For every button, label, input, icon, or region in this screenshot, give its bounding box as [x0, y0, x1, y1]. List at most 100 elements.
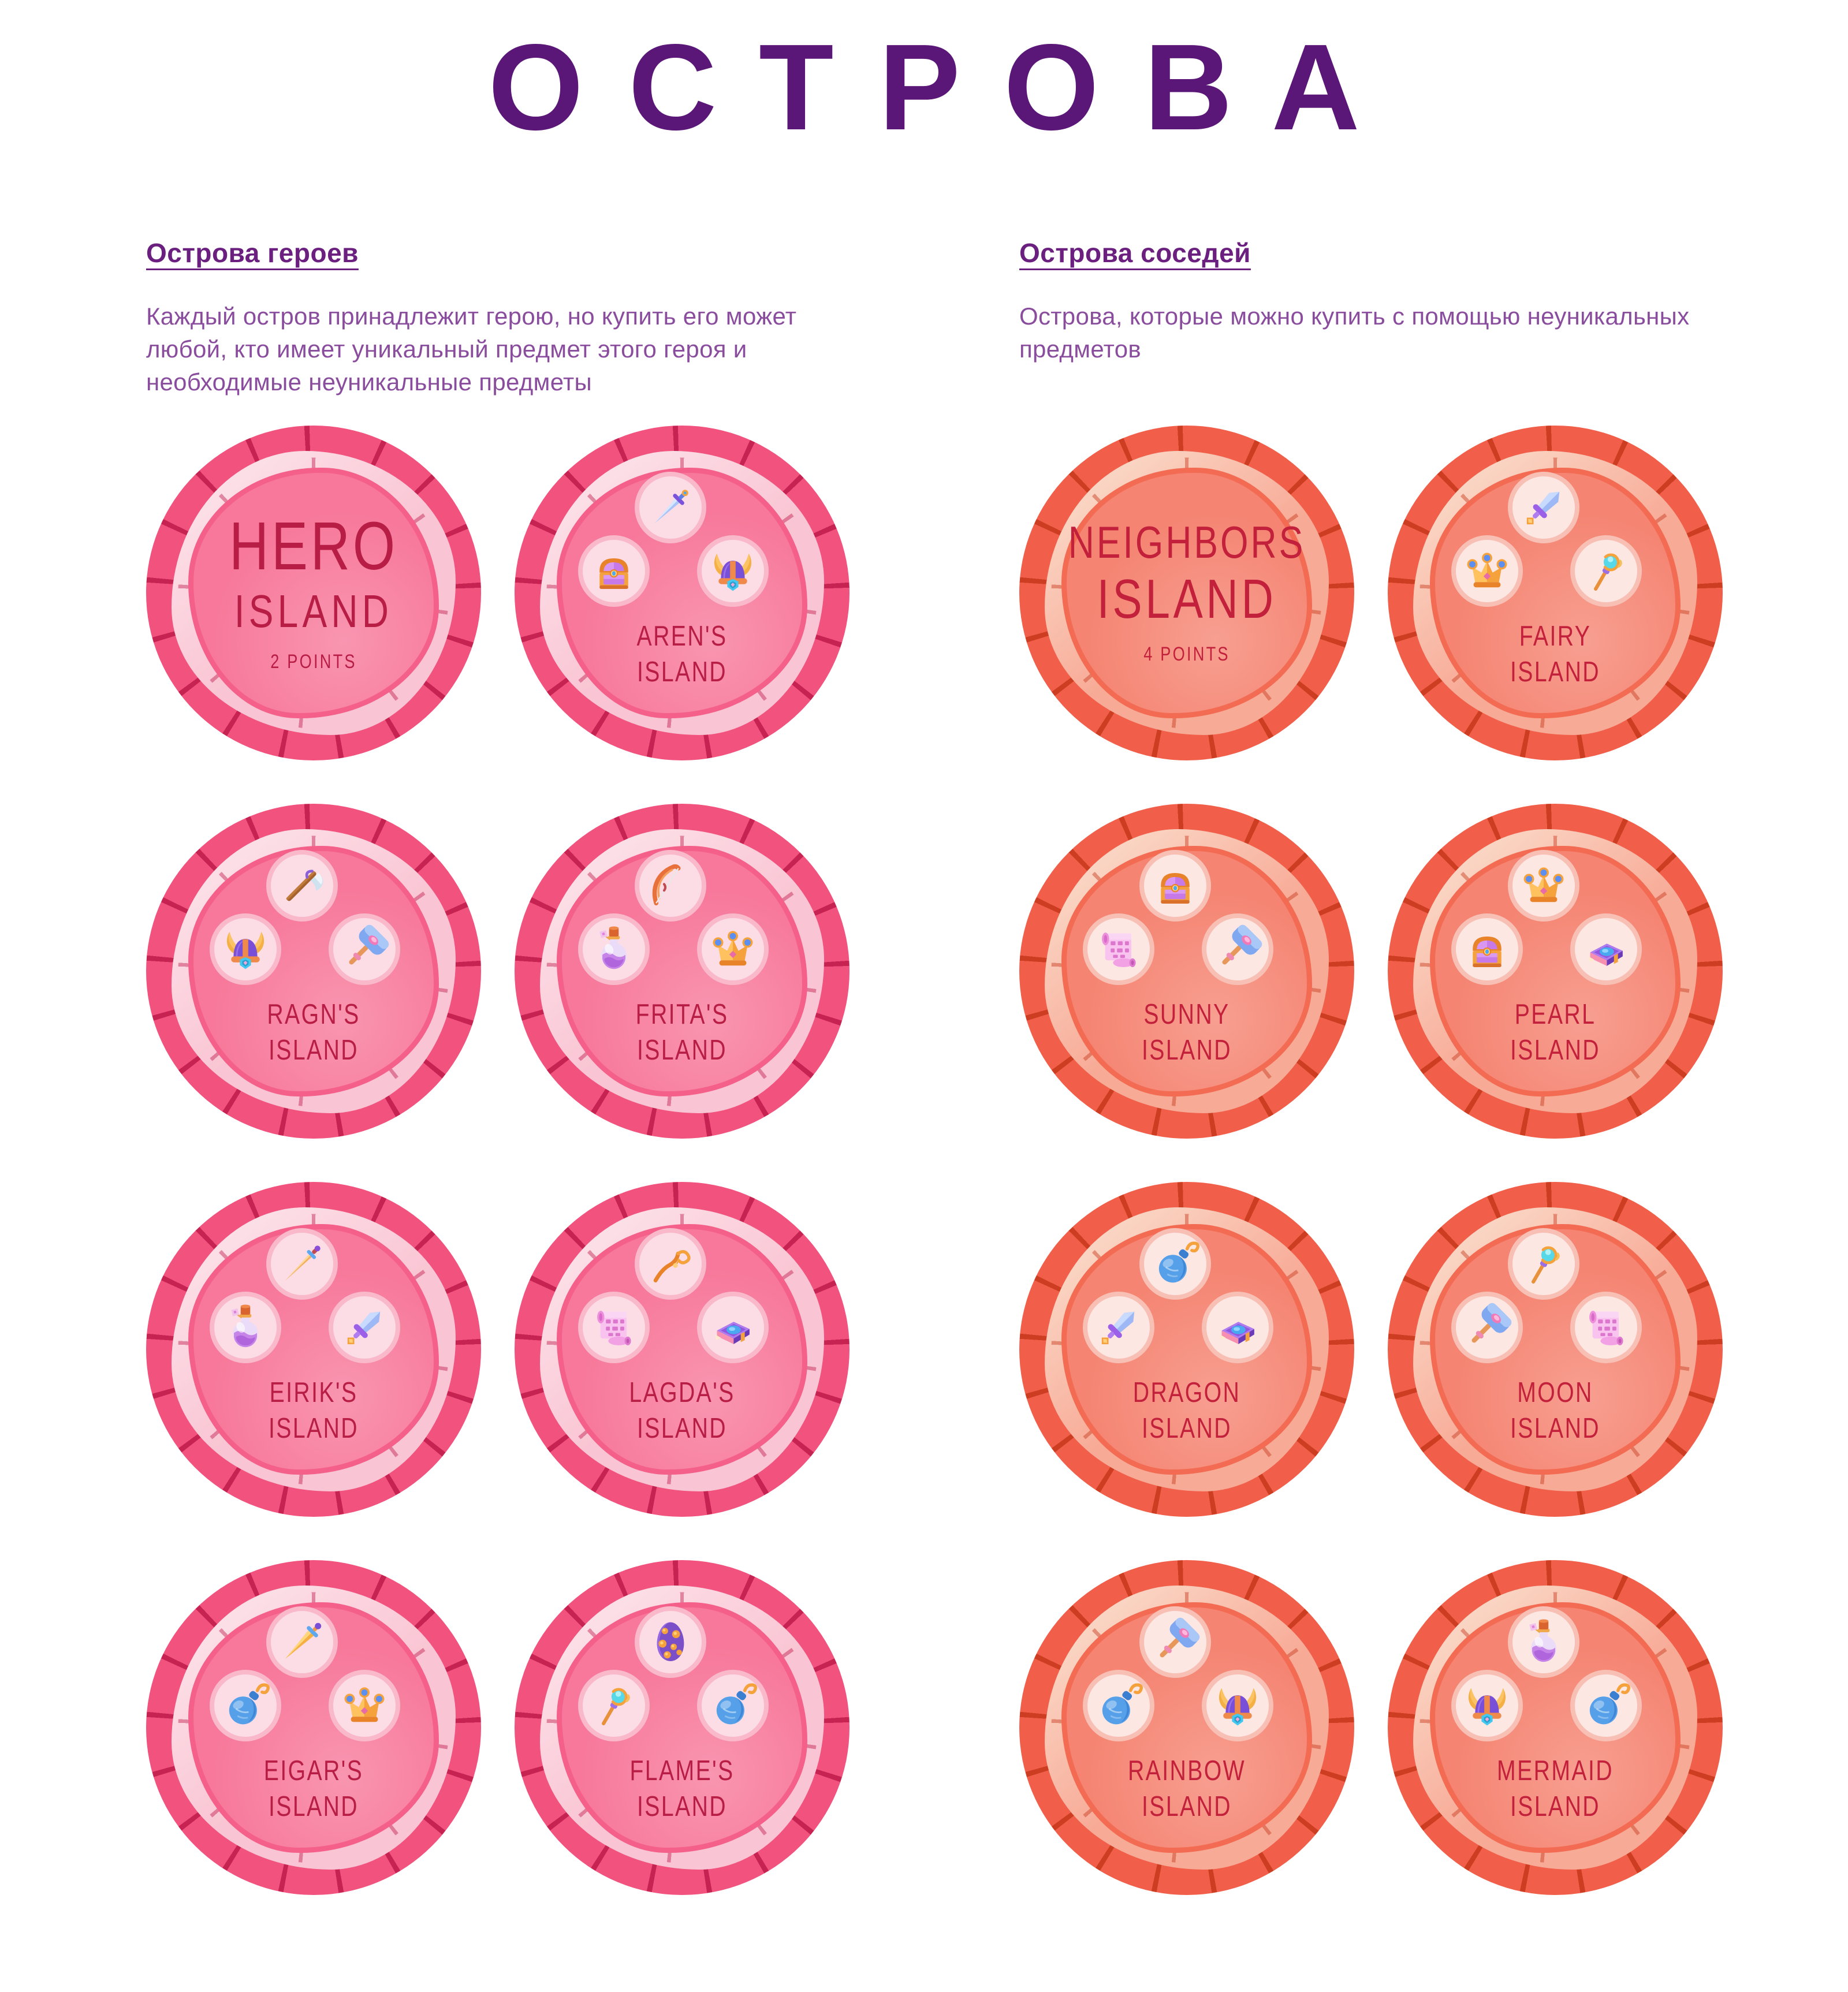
- potion-icon: [1518, 1617, 1569, 1668]
- neighbor-islands-grid: NEIGHBORS ISLAND 4 POINTS FAIRY ISLAND S…: [1019, 425, 1723, 1895]
- item-slot-top: [635, 1606, 706, 1678]
- item-slot-top: [266, 849, 338, 922]
- item-slot-right: [1202, 913, 1273, 985]
- item-slot-right: [1570, 535, 1642, 607]
- sword-icon: [645, 482, 696, 533]
- item-slot-right: [329, 1669, 400, 1741]
- shortsword-icon: [1093, 1302, 1144, 1353]
- item-slot-right: [329, 913, 400, 985]
- island-fairy: FAIRY ISLAND: [1388, 425, 1723, 760]
- island-eirik: EIRIK'S ISLAND: [146, 1181, 481, 1517]
- island-mermaid: MERMAID ISLAND: [1388, 1560, 1723, 1895]
- item-slot-left: [578, 1669, 650, 1741]
- section-hero-islands: Острова героев Каждый остров принадлежит…: [146, 237, 850, 1895]
- island-name: PEARL ISLAND: [1510, 998, 1600, 1066]
- island-name: NEIGHBORS ISLAND 4 POINTS: [1068, 517, 1306, 666]
- island-eigar: EIGAR'S ISLAND: [146, 1560, 481, 1895]
- item-slot-left: [578, 1291, 650, 1363]
- item-slot-top: [266, 1606, 338, 1678]
- item-slot-top: [266, 1228, 338, 1300]
- island-neighbors: NEIGHBORS ISLAND 4 POINTS: [1019, 425, 1354, 760]
- book-icon: [1212, 1302, 1263, 1353]
- island-flame: FLAME'S ISLAND: [515, 1560, 850, 1895]
- hammer-icon: [1212, 924, 1263, 975]
- dagger-icon: [277, 1239, 327, 1289]
- potion-icon: [588, 924, 639, 975]
- island-name: RAINBOW ISLAND: [1127, 1755, 1246, 1823]
- crown-icon: [1518, 860, 1569, 911]
- helmet-icon: [1212, 1680, 1263, 1731]
- item-slot-right: [1570, 1291, 1642, 1363]
- chest-icon: [588, 546, 639, 596]
- crown-icon: [339, 1680, 390, 1731]
- item-slot-left: [578, 535, 650, 607]
- scepter-icon: [1518, 1239, 1569, 1289]
- item-slot-left: [1083, 1669, 1154, 1741]
- book-icon: [1581, 924, 1631, 975]
- island-name: MERMAID ISLAND: [1497, 1755, 1614, 1823]
- item-slot-top: [635, 1228, 706, 1300]
- island-pearl: PEARL ISLAND: [1388, 803, 1723, 1139]
- chest-icon: [1462, 924, 1512, 975]
- neighbor-islands-description: Острова, которые можно купить с помощью …: [1019, 302, 1690, 363]
- crown-icon: [707, 924, 758, 975]
- item-slot-left: [578, 913, 650, 985]
- item-slot-right: [697, 1291, 769, 1363]
- hammer-icon: [1150, 1617, 1201, 1668]
- bomb-icon: [1150, 1239, 1201, 1289]
- item-slot-top: [635, 849, 706, 922]
- island-points: 2 POINTS: [270, 651, 357, 673]
- island-sunny: SUNNY ISLAND: [1019, 803, 1354, 1139]
- scepter-icon: [588, 1680, 639, 1731]
- item-slot-top: [1508, 849, 1579, 922]
- content-columns: Острова героев Каждый остров принадлежит…: [0, 237, 1848, 1895]
- item-slot-left: [1451, 913, 1523, 985]
- bow-icon: [645, 860, 696, 911]
- scroll-icon: [588, 1302, 639, 1353]
- island-rainbow: RAINBOW ISLAND: [1019, 1560, 1354, 1895]
- bomb-icon: [220, 1680, 271, 1731]
- egg-icon: [645, 1617, 696, 1668]
- item-slot-top: [1139, 1228, 1211, 1300]
- island-name: FLAME'S ISLAND: [629, 1755, 735, 1823]
- island-name: FRITA'S ISLAND: [635, 998, 729, 1066]
- island-name: FAIRY ISLAND: [1510, 620, 1600, 688]
- bomb-icon: [1093, 1680, 1144, 1731]
- item-slot-right: [697, 913, 769, 985]
- helmet-icon: [220, 924, 271, 975]
- island-name: LAGDA'S ISLAND: [629, 1377, 735, 1445]
- island-dragon: DRAGON ISLAND: [1019, 1181, 1354, 1517]
- island-moon: MOON ISLAND: [1388, 1181, 1723, 1517]
- island-ground: [1067, 472, 1307, 713]
- item-slot-top: [1139, 1606, 1211, 1678]
- item-slot-left: [1451, 1669, 1523, 1741]
- island-name: EIRIK'S ISLAND: [268, 1377, 359, 1445]
- island-hero: HERO ISLAND 2 POINTS: [146, 425, 481, 760]
- page-title: ОСТРОВА: [488, 18, 1405, 155]
- shortsword-icon: [339, 1302, 390, 1353]
- bomb-icon: [1581, 1680, 1631, 1731]
- item-slot-right: [697, 1669, 769, 1741]
- goldsword-icon: [277, 1617, 327, 1668]
- helmet-icon: [707, 546, 758, 596]
- bomb-icon: [707, 1680, 758, 1731]
- island-name: RAGN'S ISLAND: [267, 998, 360, 1066]
- scroll-icon: [1093, 924, 1144, 975]
- island-name: AREN'S ISLAND: [636, 620, 728, 688]
- item-slot-left: [210, 1669, 281, 1741]
- item-slot-top: [635, 471, 706, 543]
- hero-islands-heading: Острова героев: [146, 237, 359, 268]
- island-lagda: LAGDA'S ISLAND: [515, 1181, 850, 1517]
- island-points: 4 POINTS: [1143, 643, 1230, 666]
- item-slot-right: [1202, 1291, 1273, 1363]
- island-name: EIGAR'S ISLAND: [263, 1755, 364, 1823]
- item-slot-left: [1451, 535, 1523, 607]
- book-icon: [707, 1302, 758, 1353]
- item-slot-right: [1570, 1669, 1642, 1741]
- item-slot-right: [1202, 1669, 1273, 1741]
- crown-icon: [1462, 546, 1512, 596]
- item-slot-right: [1570, 913, 1642, 985]
- section-neighbor-islands: Острова соседей Острова, которые можно к…: [1019, 237, 1723, 1895]
- hammer-icon: [339, 924, 390, 975]
- item-slot-right: [697, 535, 769, 607]
